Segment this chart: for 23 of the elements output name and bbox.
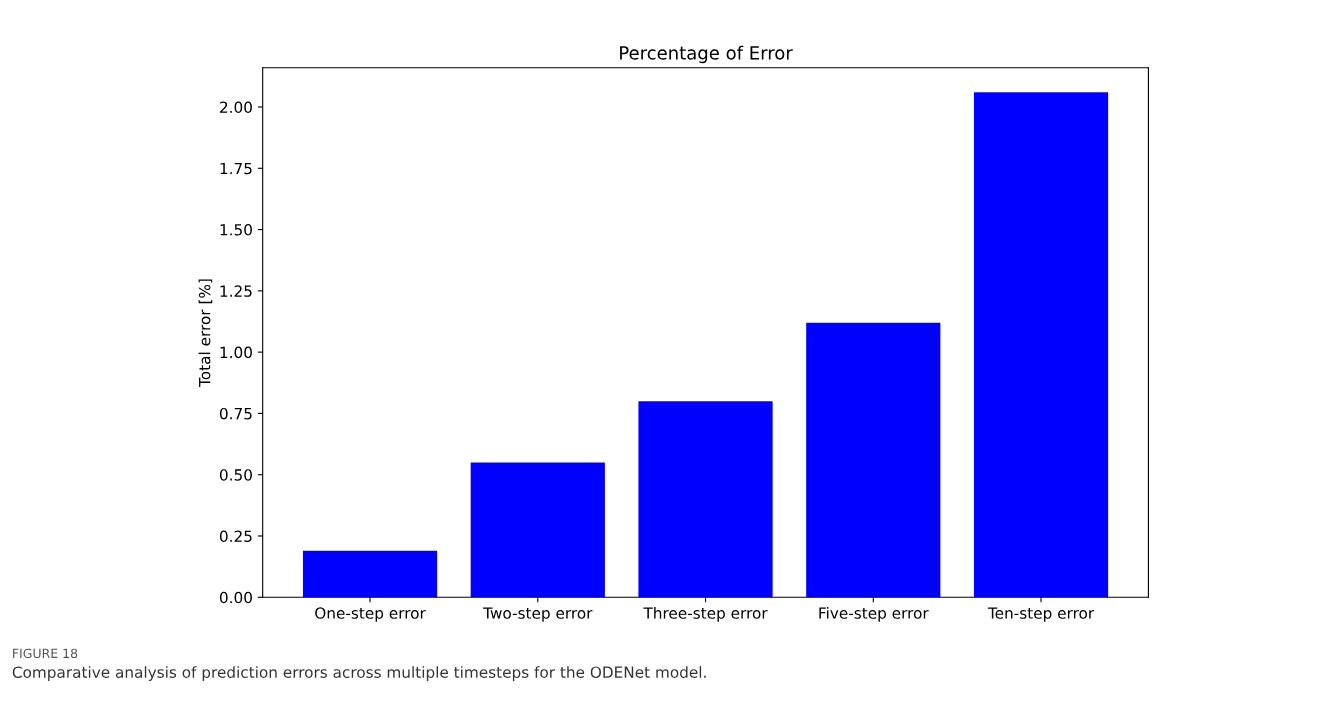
y-tick-label: 1.50 <box>220 224 252 236</box>
y-tick-label: 0.75 <box>219 407 252 420</box>
chart-title: Percentage of Error <box>620 45 793 64</box>
y-tick-label: 2.00 <box>220 101 252 114</box>
y-tick-label: 1.75 <box>220 162 252 175</box>
bar <box>806 322 941 598</box>
y-tick-label: 1.00 <box>220 346 252 359</box>
x-tick-label: Two-step error <box>483 607 593 622</box>
x-tick-label: Five-step error <box>819 607 929 622</box>
y-tick-label: 0.25 <box>219 530 252 543</box>
caption: FIGURE 18 <box>13 648 78 659</box>
y-tick-label: 0.00 <box>219 591 252 604</box>
y-axis-title: Total error [%] <box>198 279 213 387</box>
text: Comparative analysis of prediction errors across multiple timesteps for the ODENet model. <box>12 666 706 681</box>
bar <box>470 462 605 598</box>
x-tick-label: Ten-step error <box>987 607 1095 622</box>
y-tick-label: 1.25 <box>220 285 252 297</box>
x-tick-label: One-step error <box>315 607 426 622</box>
bar <box>638 401 773 598</box>
bar <box>302 550 438 598</box>
y-tick-label: 0.50 <box>219 469 252 481</box>
bar <box>973 92 1109 598</box>
x-tick-label: Three-step error <box>643 607 768 622</box>
